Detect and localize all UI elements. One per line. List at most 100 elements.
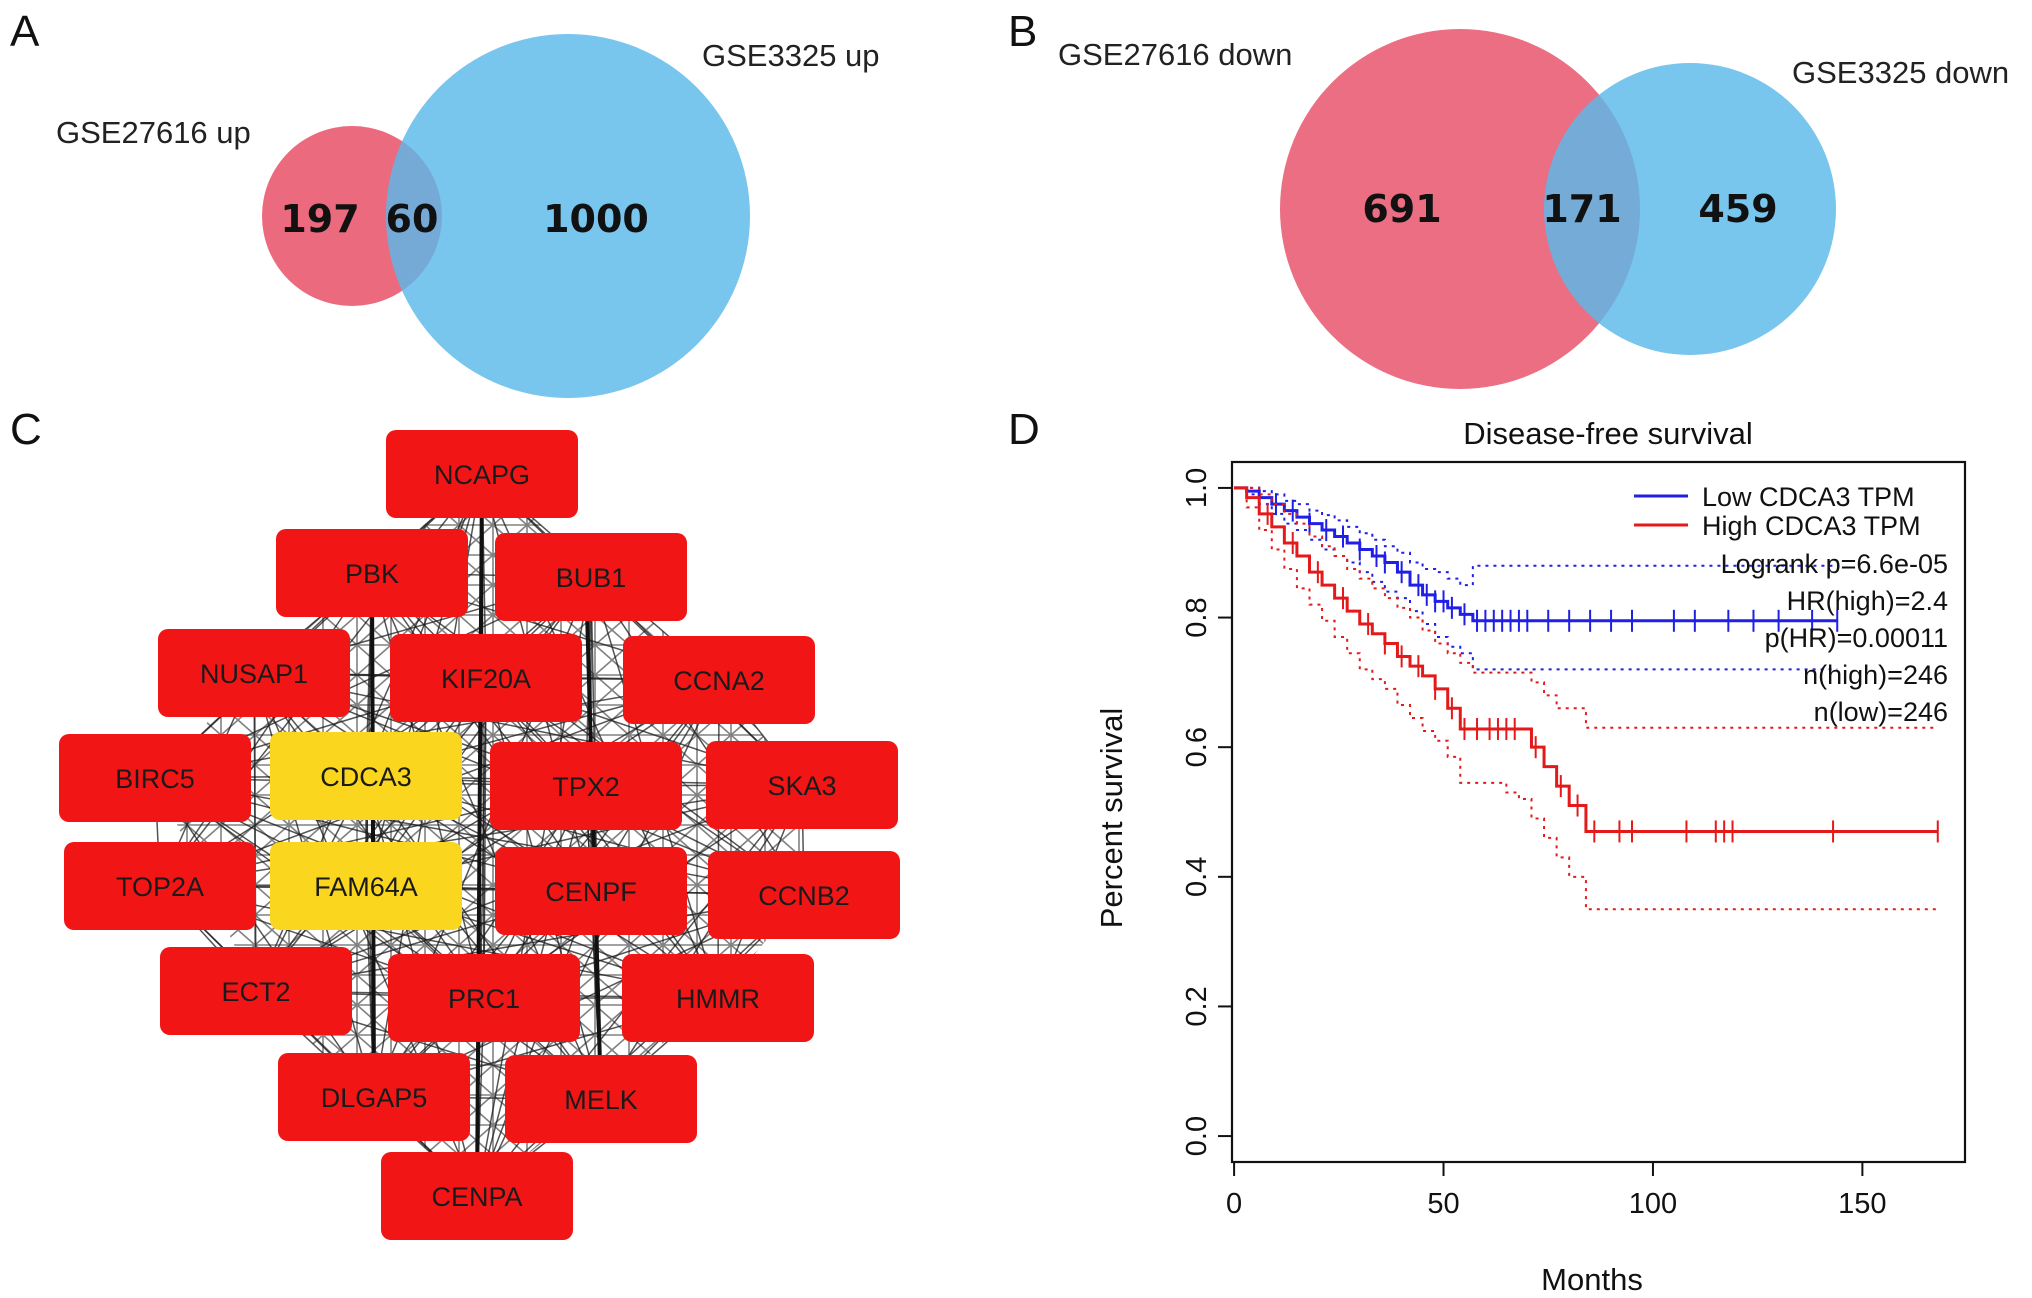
network-node-label: TPX2 bbox=[552, 772, 620, 802]
network-edge bbox=[600, 784, 803, 1100]
km-plot-frame bbox=[1230, 460, 1967, 1164]
network-node-box bbox=[160, 947, 352, 1035]
network-node: NUSAP1 bbox=[158, 629, 350, 717]
network-node-label: ECT2 bbox=[221, 977, 290, 1007]
km-curves bbox=[1234, 486, 1939, 911]
venn-a-left-label: GSE27616 up bbox=[56, 115, 251, 150]
x-tick-label: 50 bbox=[1427, 1188, 1459, 1220]
network-edge-bundle bbox=[370, 572, 376, 1098]
network-node-box bbox=[708, 851, 900, 939]
legend-low-label: Low CDCA3 TPM bbox=[1702, 482, 1915, 512]
network-edge bbox=[476, 894, 805, 1197]
network-node-label: FAM64A bbox=[314, 872, 418, 902]
network-node-label: CCNA2 bbox=[673, 666, 765, 696]
network-node: PRC1 bbox=[388, 954, 580, 1042]
venn-b-right-count: 459 bbox=[1698, 187, 1777, 231]
km-axes: 0 50 100 150 0.0 0.2 0.4 0.6 0.8 1.0 bbox=[1181, 468, 1887, 1220]
venn-b-left-circle bbox=[1280, 29, 1640, 389]
network-node: BIRC5 bbox=[59, 734, 251, 822]
network-node-box bbox=[390, 634, 582, 722]
network-edge bbox=[371, 572, 805, 896]
km-ci-lower bbox=[1234, 486, 1938, 911]
network-edge bbox=[483, 679, 720, 999]
y-tick-label: 0.2 bbox=[1181, 986, 1213, 1026]
network-node: ECT2 bbox=[160, 947, 352, 1035]
network-node-box bbox=[64, 842, 256, 930]
venn-a-right-label: GSE3325 up bbox=[702, 38, 880, 73]
network-node-label: HMMR bbox=[676, 984, 760, 1014]
network-node: PBK bbox=[276, 529, 468, 617]
km-survival-line bbox=[1234, 486, 1938, 833]
network-node: DLGAP5 bbox=[278, 1053, 470, 1141]
stat-n-high: n(high)=246 bbox=[1803, 660, 1948, 690]
venn-a-left-count: 197 bbox=[280, 197, 359, 241]
network-node-box bbox=[381, 1152, 573, 1240]
network-edge bbox=[476, 890, 592, 1197]
network-node-label: NUSAP1 bbox=[200, 659, 308, 689]
network-node: KIF20A bbox=[390, 634, 582, 722]
network-node: SKA3 bbox=[706, 741, 898, 829]
panel-letter-a: A bbox=[10, 7, 40, 56]
network-node-label: CCNB2 bbox=[758, 881, 850, 911]
y-tick-label: 0.6 bbox=[1181, 727, 1213, 767]
network-node-box bbox=[59, 734, 251, 822]
network-node-box bbox=[386, 430, 578, 518]
network-node-box bbox=[158, 629, 350, 717]
network-node-box bbox=[623, 636, 815, 724]
stat-hr: HR(high)=2.4 bbox=[1787, 586, 1948, 616]
network-node-label: DLGAP5 bbox=[321, 1083, 428, 1113]
network-node-box bbox=[270, 732, 462, 820]
network-edge-bundle bbox=[475, 473, 484, 1197]
venn-b-overlap-count: 171 bbox=[1542, 187, 1621, 231]
network-node: CENPA bbox=[381, 1152, 573, 1240]
km-stats: Logrank p=6.6e-05 HR(high)=2.4 p(HR)=0.0… bbox=[1721, 549, 1948, 727]
network-edge bbox=[159, 572, 373, 887]
network-node-box bbox=[706, 741, 898, 829]
network-node: MELK bbox=[505, 1055, 697, 1143]
network-node: FAM64A bbox=[270, 842, 462, 930]
y-tick-label: 0.0 bbox=[1181, 1116, 1213, 1156]
network-node: CDCA3 bbox=[270, 732, 462, 820]
network-edge bbox=[255, 679, 720, 992]
panel-letter-c: C bbox=[10, 405, 42, 454]
network-node-box bbox=[276, 529, 468, 617]
network-node-box bbox=[388, 954, 580, 1042]
network-node-label: BUB1 bbox=[556, 563, 627, 593]
y-tick-label: 0.8 bbox=[1181, 597, 1213, 637]
network-node-label: SKA3 bbox=[767, 771, 836, 801]
network-node-box bbox=[278, 1053, 470, 1141]
network-node-label: NCAPG bbox=[434, 460, 530, 490]
km-x-axis-title: Months bbox=[1541, 1262, 1643, 1297]
panel-d: D Disease-free survival 0 50 100 1500.00.20… bbox=[1008, 405, 1967, 1297]
network-node-label: CDCA3 bbox=[320, 762, 412, 792]
network-node: CCNA2 bbox=[623, 636, 815, 724]
network-nodes: NCAPG PBK BUB1 NUSAP1 KIF20A CCNA2 BIRC5 CDCA3 T… bbox=[59, 430, 900, 1240]
y-tick-label: 1.0 bbox=[1181, 468, 1213, 508]
network-node-label: MELK bbox=[564, 1085, 638, 1115]
venn-b-left-label: GSE27616 down bbox=[1058, 37, 1292, 72]
venn-a-overlap-count: 60 bbox=[386, 197, 439, 241]
network-node-box bbox=[270, 842, 462, 930]
x-tick-label: 100 bbox=[1629, 1188, 1677, 1220]
km-chart-title: Disease-free survival bbox=[1463, 416, 1752, 451]
network-edge bbox=[717, 679, 720, 999]
network-node-box bbox=[622, 954, 814, 1042]
network-node: CCNB2 bbox=[708, 851, 900, 939]
network-edge-bundle bbox=[584, 576, 603, 1100]
network-node: BUB1 bbox=[495, 533, 687, 621]
network-node-box bbox=[490, 742, 682, 830]
panel-letter-b: B bbox=[1008, 7, 1037, 56]
network-edge bbox=[253, 672, 257, 992]
network-edge bbox=[154, 777, 375, 1098]
stat-logrank: Logrank p=6.6e-05 bbox=[1721, 549, 1948, 579]
network-edges bbox=[154, 473, 805, 1197]
legend-high-label: High CDCA3 TPM bbox=[1702, 511, 1921, 541]
panel-b: B GSE27616 down GSE3325 down 691 171 459 bbox=[1008, 7, 2009, 389]
network-edge bbox=[154, 777, 602, 1100]
network-node-box bbox=[495, 847, 687, 935]
network-node-label: TOP2A bbox=[116, 872, 204, 902]
network-node: TOP2A bbox=[64, 842, 256, 930]
km-series-high bbox=[1234, 486, 1939, 911]
network-node-label: CENPF bbox=[545, 877, 637, 907]
